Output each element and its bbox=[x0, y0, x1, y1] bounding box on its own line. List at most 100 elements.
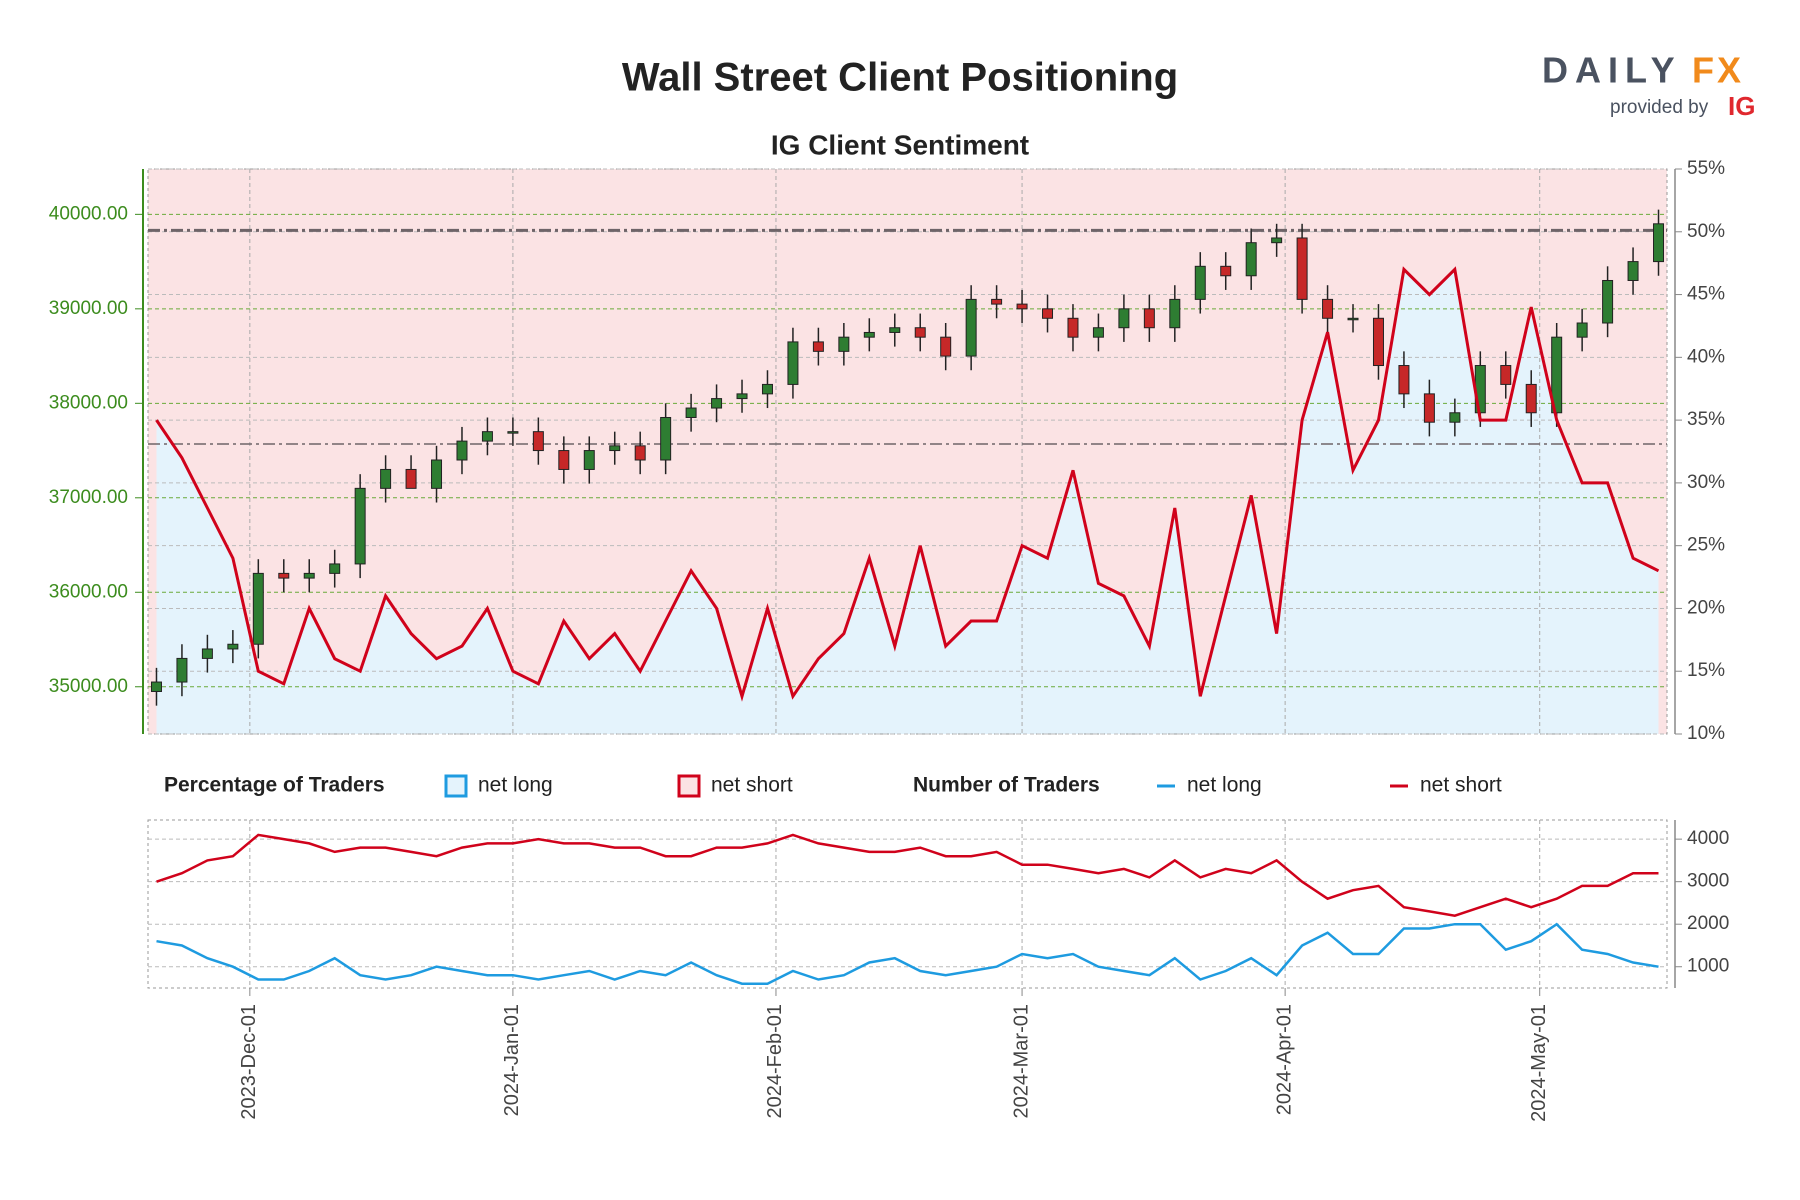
net-short-line bbox=[155, 266, 1660, 702]
series-line bbox=[156, 922, 1659, 985]
candle-body bbox=[252, 572, 264, 645]
candle-body bbox=[761, 383, 773, 395]
chart-title: Wall Street Client Positioning bbox=[622, 56, 1178, 100]
candle-body bbox=[1347, 317, 1359, 321]
candle-body bbox=[1500, 365, 1512, 385]
candle-body bbox=[1398, 365, 1410, 395]
candle-body bbox=[736, 393, 748, 400]
candle-body bbox=[201, 648, 213, 659]
candle-body bbox=[1296, 237, 1308, 300]
y2-tick-label: 25% bbox=[1687, 535, 1725, 556]
candle-body bbox=[940, 336, 952, 357]
y2-tick-label: 50% bbox=[1687, 221, 1725, 242]
candle-body bbox=[1067, 317, 1079, 338]
candle-body bbox=[1322, 298, 1334, 319]
candle-body bbox=[863, 331, 875, 338]
candle-body bbox=[1653, 223, 1665, 263]
candle-body bbox=[456, 440, 468, 461]
candle-body bbox=[1602, 279, 1614, 324]
candle-body bbox=[609, 445, 621, 452]
legend-label: net long bbox=[1187, 774, 1262, 797]
candle-body bbox=[1245, 242, 1257, 277]
candle-body bbox=[660, 416, 672, 461]
x-tick-label: 2024-Jan-01 bbox=[501, 1004, 523, 1116]
legend-label: net long bbox=[478, 774, 553, 797]
candle-body bbox=[1143, 308, 1155, 329]
candle-body bbox=[634, 445, 646, 461]
candle-body bbox=[889, 327, 901, 333]
candle-body bbox=[1525, 383, 1537, 414]
logo-provider: IG bbox=[1728, 91, 1755, 121]
y-tick-label: 3000 bbox=[1687, 871, 1729, 892]
candle-body bbox=[405, 468, 417, 489]
legend-title: Number of Traders bbox=[913, 774, 1100, 797]
candle-body bbox=[1271, 237, 1283, 244]
y2-tick-label: 20% bbox=[1687, 597, 1725, 618]
plot-frame bbox=[147, 168, 1668, 735]
candle-body bbox=[914, 327, 926, 338]
candle-body bbox=[1194, 265, 1206, 300]
candle-body bbox=[431, 459, 443, 489]
candle-body bbox=[532, 431, 544, 452]
candle-body bbox=[1449, 412, 1461, 423]
series-line bbox=[156, 833, 1659, 917]
y2-tick-label: 40% bbox=[1687, 346, 1725, 367]
y-tick-label: 39000.00 bbox=[49, 298, 128, 319]
logo-brand: DAILY bbox=[1542, 50, 1682, 91]
y2-tick-label: 35% bbox=[1687, 409, 1725, 430]
candle-body bbox=[176, 657, 188, 683]
candle-body bbox=[329, 563, 341, 574]
logo-tagline: provided by bbox=[1610, 97, 1709, 118]
candle-body bbox=[227, 643, 239, 650]
y-tick-label: 35000.00 bbox=[49, 676, 128, 697]
candle-body bbox=[380, 468, 392, 489]
candle-body bbox=[558, 450, 570, 470]
net-long-area bbox=[156, 269, 1659, 734]
plot-frame bbox=[147, 819, 1668, 989]
y2-tick-label: 15% bbox=[1687, 660, 1725, 681]
candle-body bbox=[481, 431, 493, 442]
candle-body bbox=[583, 450, 595, 470]
candle-body bbox=[278, 572, 290, 579]
y-tick-label: 36000.00 bbox=[49, 581, 128, 602]
candle-body bbox=[507, 431, 519, 434]
candle-body bbox=[1551, 336, 1563, 414]
y2-tick-label: 55% bbox=[1687, 158, 1725, 179]
legend-label: net short bbox=[711, 774, 793, 797]
candle-body bbox=[150, 681, 162, 692]
candle-body bbox=[991, 298, 1003, 305]
x-tick-label: 2024-Apr-01 bbox=[1273, 1004, 1295, 1115]
candle-body bbox=[1372, 317, 1384, 367]
x-tick-label: 2023-Dec-01 bbox=[238, 1004, 260, 1120]
candle-body bbox=[838, 336, 850, 352]
candle-body bbox=[354, 487, 366, 565]
candle-body bbox=[1118, 308, 1130, 329]
legend-title: Percentage of Traders bbox=[164, 774, 385, 797]
candle-body bbox=[812, 341, 824, 352]
candle-body bbox=[965, 298, 977, 357]
candle-body bbox=[685, 407, 697, 418]
candle-body bbox=[1627, 261, 1639, 281]
candle-body bbox=[303, 572, 315, 579]
chart-subtitle: IG Client Sentiment bbox=[771, 129, 1029, 160]
candle-body bbox=[1042, 308, 1054, 319]
legend-swatch bbox=[677, 774, 701, 798]
y2-tick-label: 45% bbox=[1687, 284, 1725, 305]
candle-body bbox=[1169, 298, 1181, 329]
y-tick-label: 4000 bbox=[1687, 828, 1729, 849]
candle-body bbox=[1220, 265, 1232, 277]
x-tick-label: 2024-Feb-01 bbox=[764, 1004, 786, 1119]
x-tick-label: 2024-May-01 bbox=[1528, 1004, 1550, 1122]
y-tick-label: 40000.00 bbox=[49, 203, 128, 224]
y-tick-label: 38000.00 bbox=[49, 392, 128, 413]
logo-accent: FX bbox=[1692, 50, 1744, 91]
legend-label: net short bbox=[1420, 774, 1502, 797]
candle-body bbox=[1576, 322, 1588, 338]
y-tick-label: 1000 bbox=[1687, 956, 1729, 977]
candle-body bbox=[711, 398, 723, 409]
candle-body bbox=[1016, 303, 1028, 310]
y2-tick-label: 10% bbox=[1687, 723, 1725, 744]
y-tick-label: 37000.00 bbox=[49, 487, 128, 508]
